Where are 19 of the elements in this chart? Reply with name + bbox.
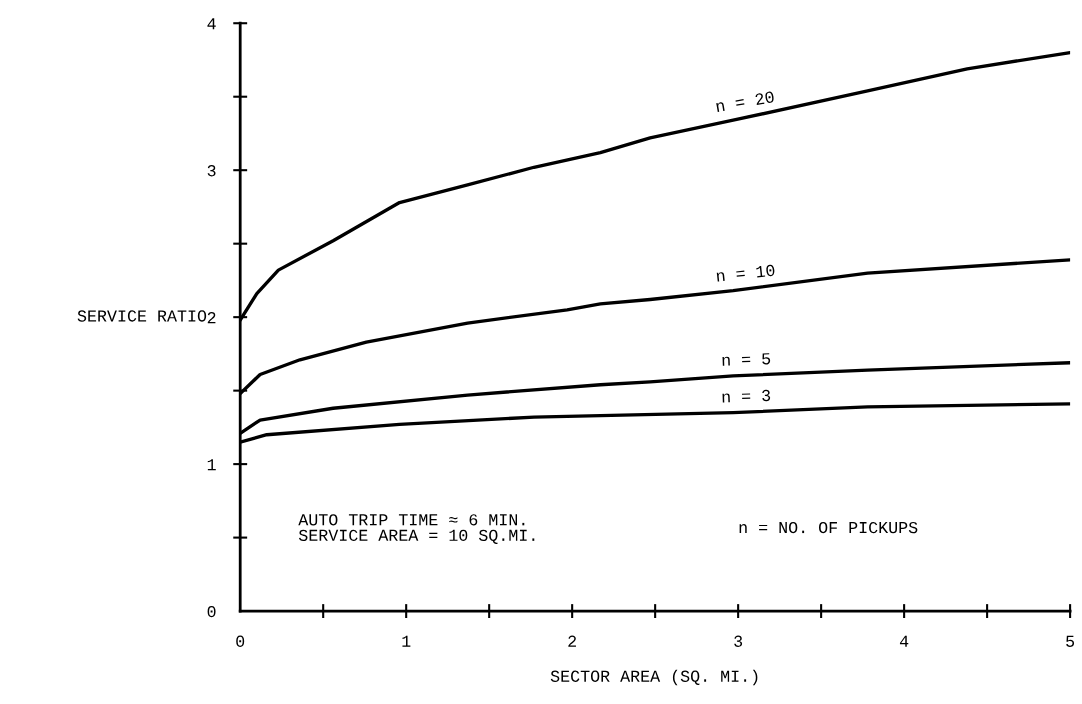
annotation: AUTO TRIP TIME ≈ 6 MIN. SERVICE AREA = 10 SQ.MI. xyxy=(298,514,535,544)
y-tick-label: 1 xyxy=(207,459,216,471)
x-tick-label: 4 xyxy=(899,635,909,647)
x-tick-label: 2 xyxy=(568,635,576,647)
x-tick-label: 0 xyxy=(236,635,245,647)
x-axis-title: SECTOR AREA (SQ. MI.) xyxy=(550,669,758,686)
y-tick-label: 0 xyxy=(207,605,216,618)
text: n = 10 xyxy=(716,264,775,282)
y-tick-label: 2 xyxy=(207,312,216,324)
x-tick-label: 5 xyxy=(1066,635,1075,647)
y-axis-title: SERVICE RATIO xyxy=(77,310,207,322)
y-tick-label: 4 xyxy=(207,18,216,30)
annotation: n = NO. OF PICKUPS xyxy=(739,521,918,534)
series-label: n = 5 xyxy=(722,353,771,366)
x-tick-label: 1 xyxy=(402,635,411,647)
x-tick-label: 3 xyxy=(734,635,743,647)
series-label: n = 3 xyxy=(722,389,771,403)
y-tick-label: 3 xyxy=(207,165,216,177)
text: n = 20 xyxy=(715,91,775,113)
